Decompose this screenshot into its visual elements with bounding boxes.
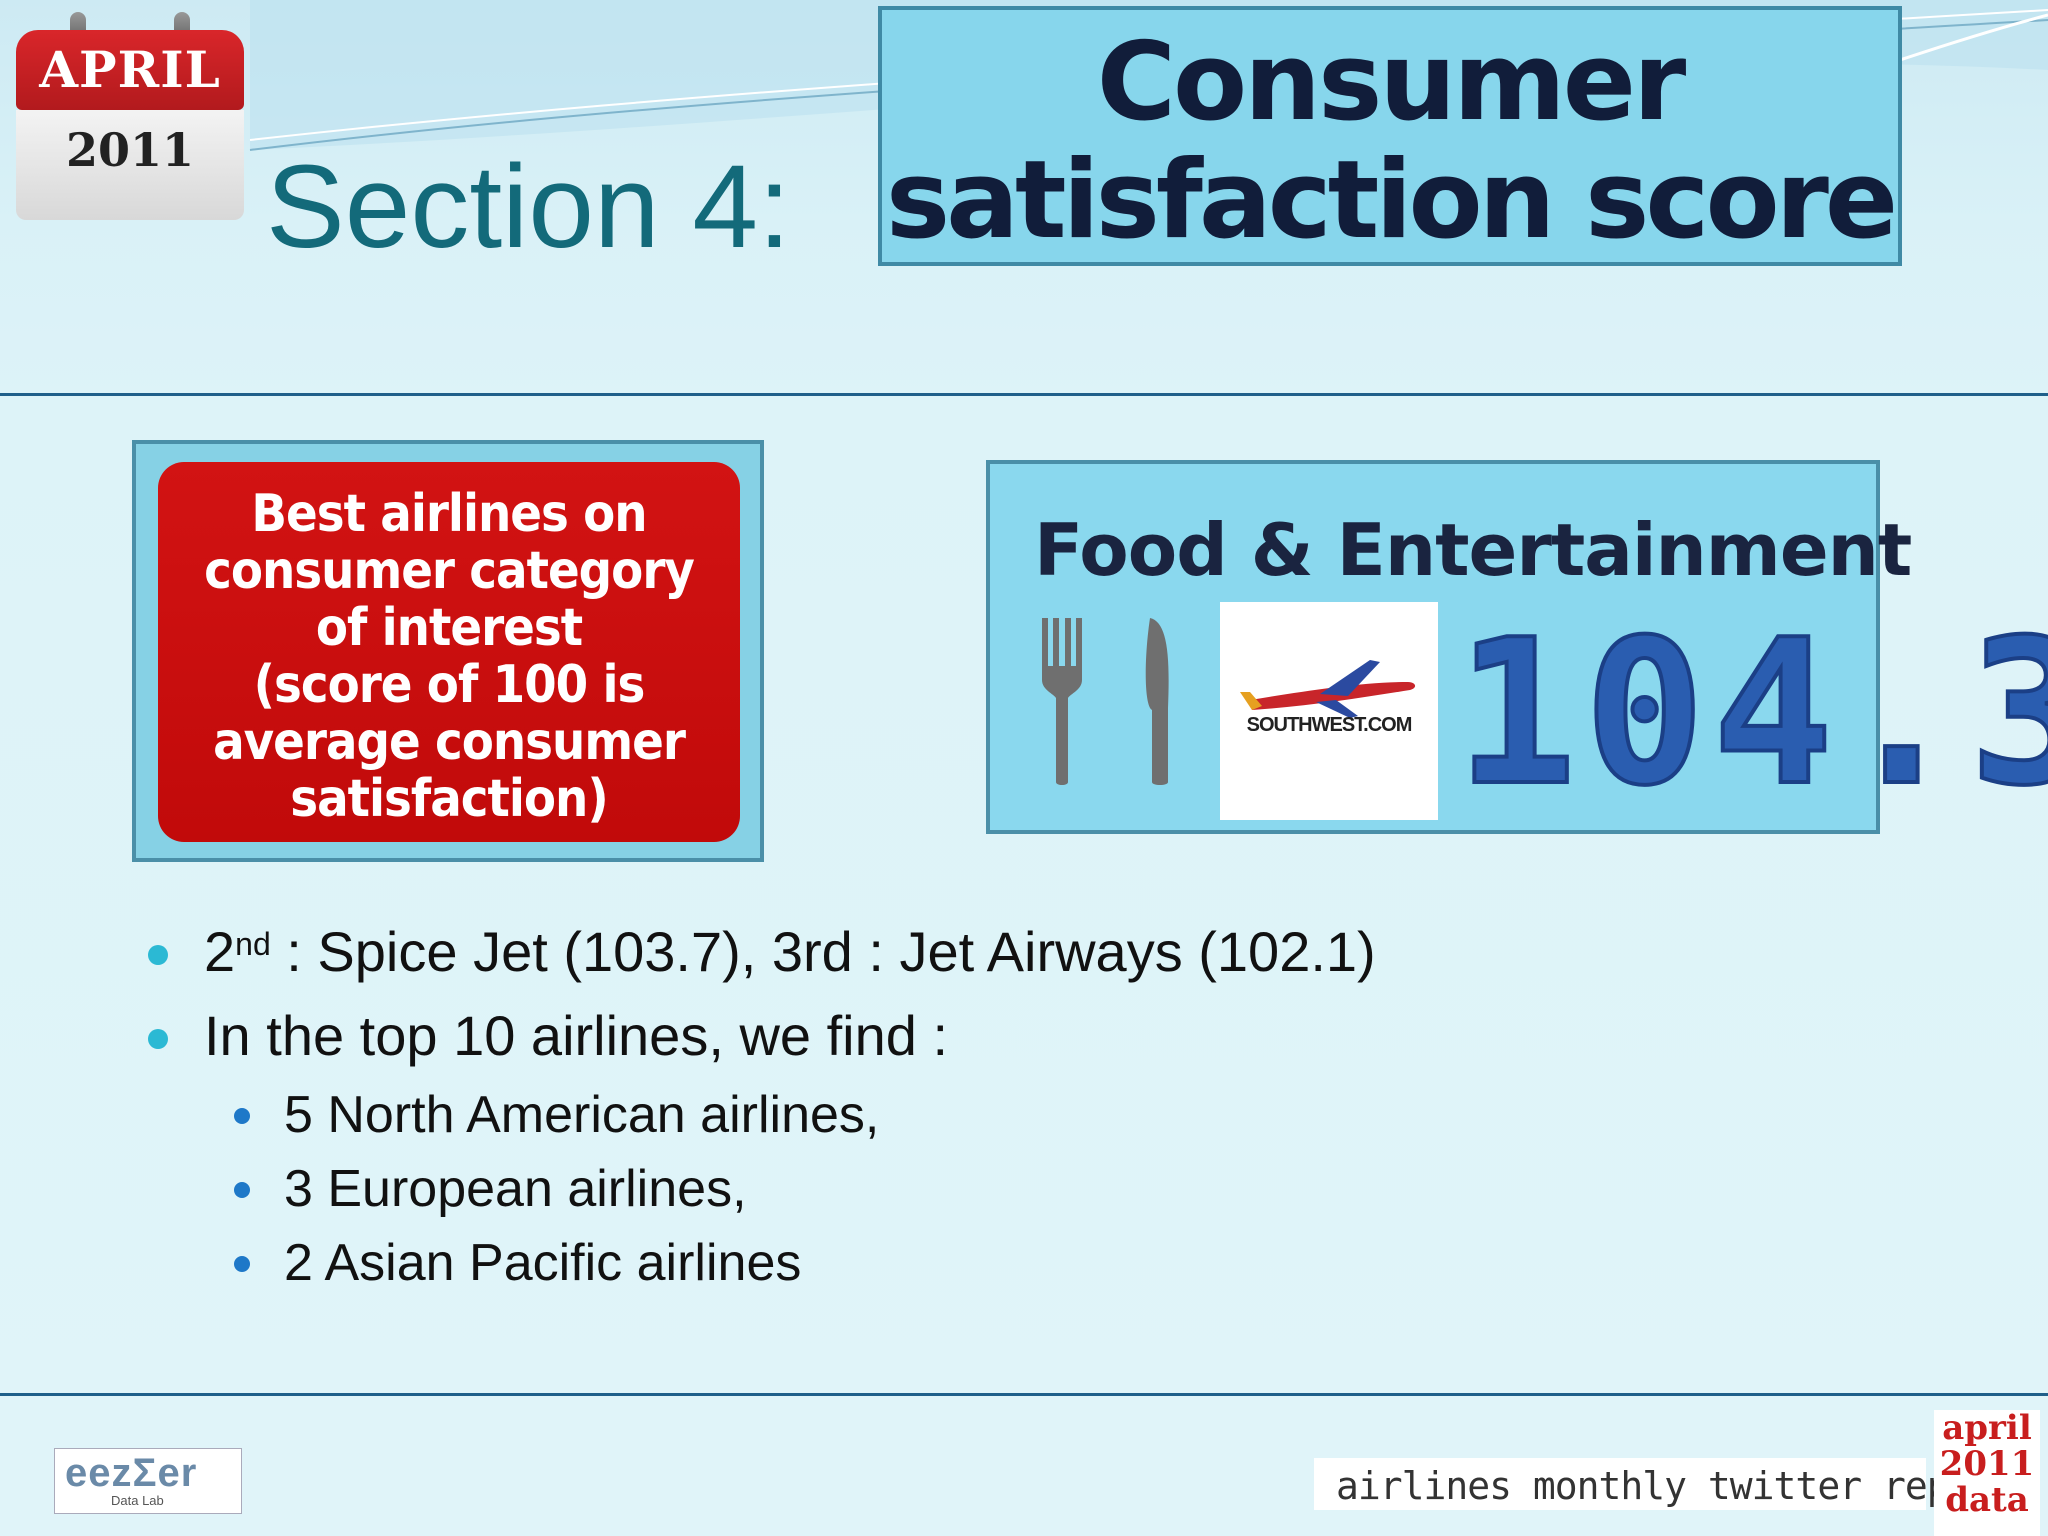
eezeer-logo-text: eezΣer [65, 1451, 198, 1495]
badge-line: 2011 [1939, 1444, 2035, 1484]
sub-list-item: 5 North American airlines, [140, 1078, 1376, 1152]
eezeer-logo-subtitle: Data Lab [111, 1493, 164, 1508]
category-line: consumer category [204, 541, 695, 601]
list-item: In the top 10 airlines, we find : [140, 994, 1376, 1078]
category-line: of interest [315, 598, 583, 658]
southwest-logo: SOUTHWEST.COM [1220, 602, 1438, 820]
badge-line: april [1942, 1408, 2032, 1448]
rank-ordinal-suffix: nd [235, 926, 271, 962]
food-entertainment-title: Food & Entertainment [1034, 508, 1912, 592]
category-line: average consumer [213, 712, 686, 772]
month-data-badge: april 2011 data [1934, 1410, 2040, 1536]
category-frame: Best airlines on consumer category of in… [132, 440, 764, 862]
sub-list-item: 2 Asian Pacific airlines [140, 1226, 1376, 1300]
header-banner-line2: satisfaction score [885, 138, 1898, 263]
sub-list-item: 3 European airlines, [140, 1152, 1376, 1226]
sub-list-item-text: 2 Asian Pacific airlines [284, 1234, 802, 1292]
category-line: (score of 100 is [253, 655, 646, 715]
sub-list-item-text: 5 North American airlines, [284, 1086, 880, 1144]
list-item-text: In the top 10 airlines, we find : [204, 1004, 948, 1067]
header-banner-line1: Consumer [1096, 20, 1687, 145]
badge-line: data [1945, 1480, 2029, 1520]
category-line: Best airlines on [251, 484, 647, 544]
report-strip: airlines monthly twitter report [1314, 1458, 2015, 1510]
southwest-logo-text: SOUTHWEST.COM [1246, 714, 1413, 736]
bullet-icon [234, 1108, 250, 1124]
satisfaction-score: 104.3 [1454, 597, 2048, 830]
bullet-icon [234, 1256, 250, 1272]
bottom-divider [0, 1393, 2048, 1396]
rank-ordinal: 2 [204, 920, 236, 983]
calendar-month: APRIL [16, 30, 244, 110]
bullet-icon [148, 1029, 168, 1049]
rank-text: : Spice Jet (103.7), 3rd : Jet Airways (… [270, 920, 1376, 983]
fork-icon [1042, 618, 1082, 785]
bullet-icon [234, 1182, 250, 1198]
airplane-icon [1240, 660, 1416, 718]
report-strip-text: airlines monthly twitter report [1336, 1464, 2015, 1508]
category-line: satisfaction) [290, 769, 609, 829]
sub-list-item-text: 3 European airlines, [284, 1160, 747, 1218]
food-entertainment-panel: Food & Entertainment SOUTHWEST.COM 104.3 [986, 460, 2048, 834]
top-divider [0, 393, 2048, 396]
list-item: 2nd : Spice Jet (103.7), 3rd : Jet Airwa… [140, 910, 1376, 994]
section-title: Section 4: [266, 141, 791, 273]
calendar-badge: APRIL 2011 [8, 0, 252, 236]
calendar-year: 2011 [16, 110, 244, 220]
header-banner: Consumer satisfaction score [878, 6, 1902, 266]
bullet-list: 2nd : Spice Jet (103.7), 3rd : Jet Airwa… [140, 910, 1376, 1300]
eezeer-logo: eezΣer Data Lab [54, 1448, 242, 1514]
knife-icon [1145, 618, 1169, 785]
bullet-icon [148, 945, 168, 965]
category-description-box: Best airlines on consumer category of in… [158, 462, 740, 842]
